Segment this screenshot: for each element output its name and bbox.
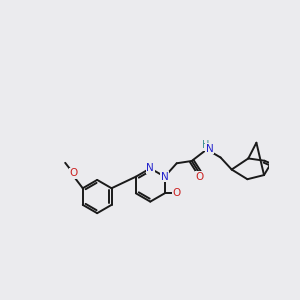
Text: H: H xyxy=(202,140,209,150)
Text: N: N xyxy=(161,172,169,182)
Text: O: O xyxy=(69,168,77,178)
Text: O: O xyxy=(172,188,180,198)
Text: N: N xyxy=(206,144,213,154)
Text: O: O xyxy=(196,172,204,182)
Text: N: N xyxy=(146,164,154,173)
